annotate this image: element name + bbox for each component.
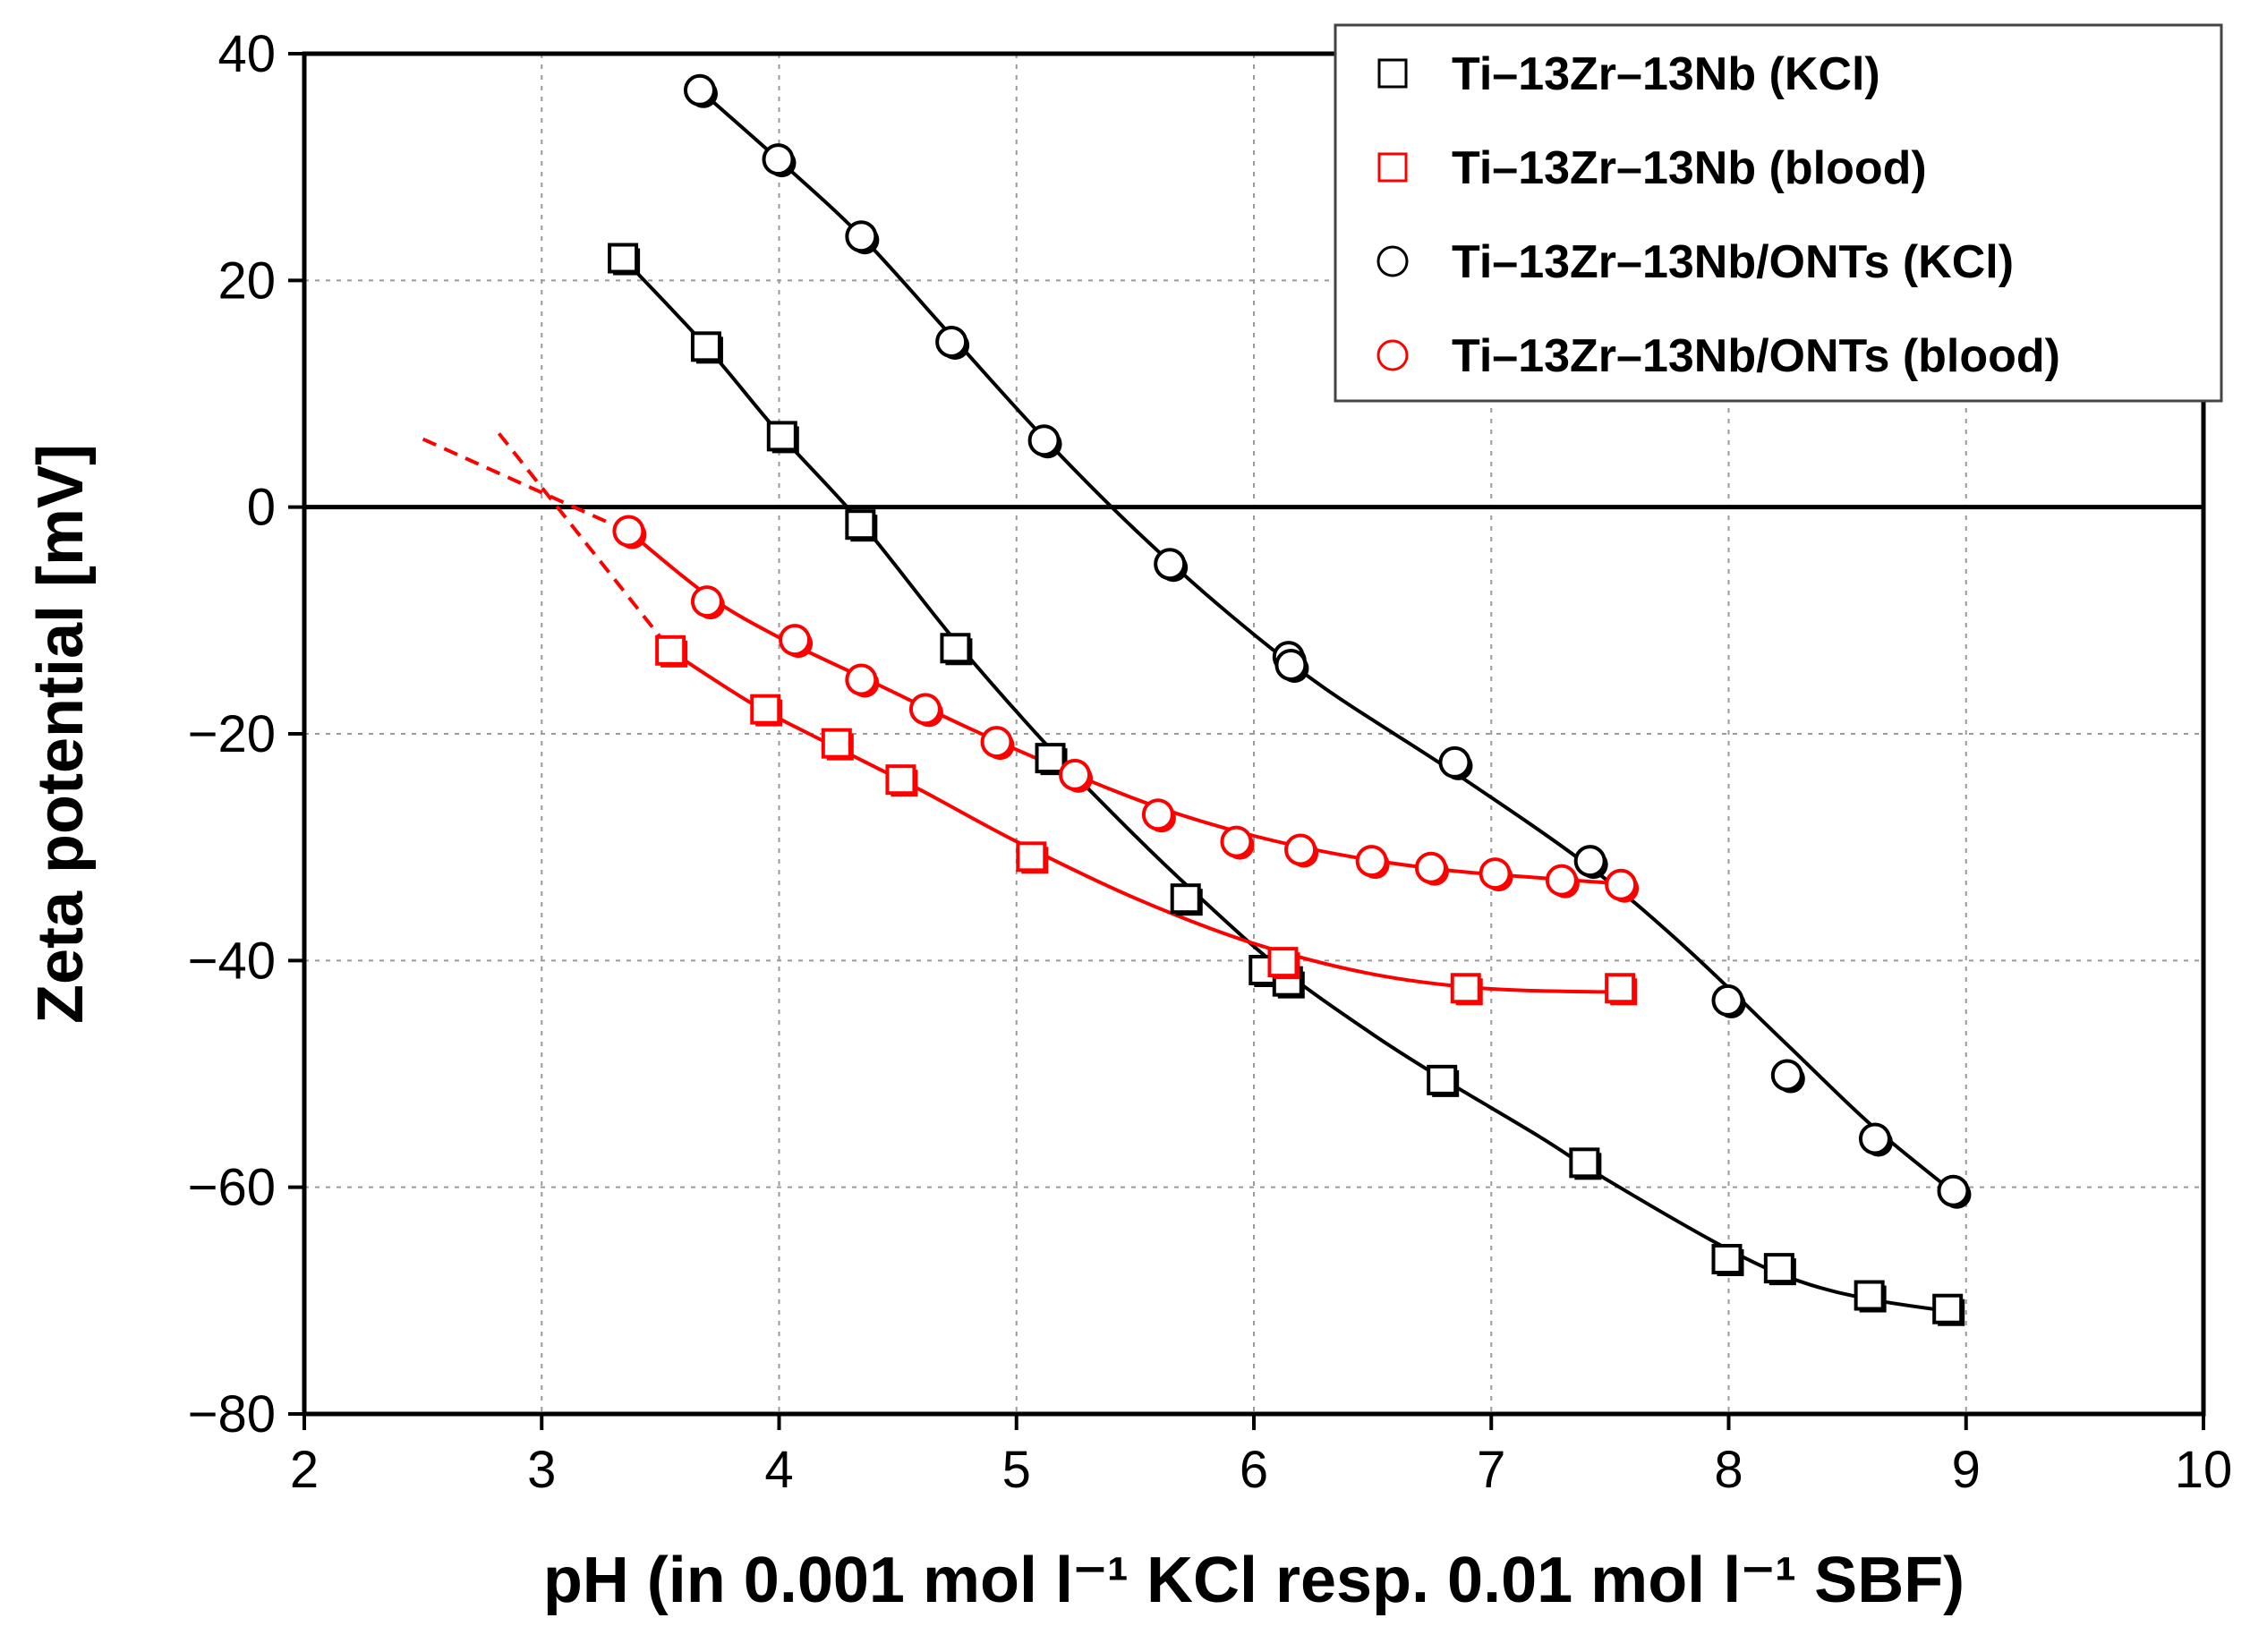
x-tick-label: 9 bbox=[1952, 1441, 1981, 1499]
square-marker bbox=[1569, 1147, 1600, 1179]
circle-marker bbox=[1573, 845, 1607, 878]
extrapolation-line-ti-13zr-13nb-blood bbox=[497, 432, 674, 654]
y-tick-label: −20 bbox=[188, 705, 276, 763]
y-tick-label: 20 bbox=[217, 251, 276, 310]
data-markers bbox=[608, 73, 1972, 1326]
y-tick-label: 40 bbox=[217, 25, 276, 83]
circle-marker bbox=[908, 693, 942, 726]
circle-marker bbox=[1284, 833, 1317, 866]
x-tick-label: 4 bbox=[764, 1441, 793, 1499]
y-tick-label: −60 bbox=[188, 1159, 276, 1217]
legend-square-marker bbox=[1377, 152, 1408, 183]
square-marker bbox=[690, 331, 721, 362]
square-marker bbox=[1605, 973, 1636, 1004]
circle-marker bbox=[1414, 851, 1447, 884]
circle-marker bbox=[779, 624, 812, 657]
square-marker bbox=[845, 509, 876, 541]
legend-box bbox=[1334, 23, 2223, 403]
legend-circle-marker bbox=[1376, 245, 1409, 277]
square-marker bbox=[821, 728, 852, 759]
circle-marker bbox=[612, 515, 645, 548]
circle-marker bbox=[1355, 845, 1388, 878]
circle-marker bbox=[762, 143, 795, 176]
circle-marker bbox=[1545, 864, 1578, 897]
legend-label: Ti–13Zr–13Nb (blood) bbox=[1452, 142, 1927, 194]
square-marker bbox=[1711, 1244, 1743, 1274]
circle-marker bbox=[1479, 857, 1512, 890]
x-tick-label: 5 bbox=[1002, 1441, 1031, 1499]
circle-marker bbox=[1937, 1174, 1970, 1207]
square-marker bbox=[655, 634, 686, 666]
legend-label: Ti–13Zr–13Nb/ONTs (blood) bbox=[1452, 330, 2060, 382]
square-marker bbox=[1016, 841, 1047, 873]
circle-marker bbox=[1605, 868, 1638, 901]
circle-marker bbox=[1220, 825, 1253, 858]
square-marker bbox=[750, 694, 781, 725]
circle-marker bbox=[1027, 424, 1061, 457]
circle-marker bbox=[683, 73, 716, 106]
y-axis-title: Zeta potential [mV] bbox=[25, 444, 97, 1024]
x-tick-label: 8 bbox=[1714, 1441, 1743, 1499]
x-tick-label: 10 bbox=[2175, 1441, 2233, 1499]
circle-marker bbox=[1711, 984, 1744, 1017]
square-marker bbox=[1450, 973, 1481, 1004]
circle-marker bbox=[690, 585, 723, 618]
circle-marker bbox=[845, 220, 878, 253]
legend: Ti–13Zr–13Nb (KCl) Ti–13Zr–13Nb (blood) Ti… bbox=[1334, 23, 2223, 403]
square-marker bbox=[1267, 947, 1299, 978]
legend-label: Ti–13Zr–13Nb/ONTs (KCl) bbox=[1452, 236, 2014, 288]
fit-curve-ti-13zr-13nb-onts-blood bbox=[628, 530, 1634, 887]
circle-marker bbox=[1858, 1122, 1891, 1155]
extrapolation-line-ti-13zr-13nb-onts-blood bbox=[422, 437, 631, 534]
square-marker bbox=[1170, 883, 1201, 915]
legend-label: Ti–13Zr–13Nb (KCl) bbox=[1452, 48, 1880, 100]
circle-marker bbox=[1770, 1059, 1803, 1092]
square-marker bbox=[1932, 1293, 1964, 1324]
square-marker bbox=[1763, 1253, 1794, 1284]
square-marker bbox=[608, 243, 639, 274]
square-marker bbox=[1427, 1064, 1458, 1095]
circle-marker bbox=[980, 726, 1013, 759]
circle-marker bbox=[935, 326, 968, 358]
y-tick-label: 0 bbox=[247, 479, 276, 537]
square-marker bbox=[766, 421, 797, 452]
square-marker bbox=[1854, 1280, 1885, 1311]
square-marker bbox=[940, 633, 971, 664]
y-tick-label: −80 bbox=[188, 1385, 276, 1443]
axis-ticks: 2 3 4 5 6 7 8 9 10 40 20 0 −20 −40 −60 −80 bbox=[188, 25, 2233, 1499]
x-tick-label: 3 bbox=[527, 1441, 556, 1499]
square-marker bbox=[1035, 743, 1066, 774]
x-tick-label: 2 bbox=[290, 1441, 319, 1499]
x-axis-title: pH (in 0.001 mol l⁻¹ KCl resp. 0.01 mol … bbox=[543, 1545, 1964, 1616]
x-tick-label: 7 bbox=[1477, 1441, 1505, 1499]
circle-marker bbox=[845, 663, 878, 696]
circle-marker bbox=[1059, 758, 1092, 791]
x-tick-label: 6 bbox=[1240, 1441, 1268, 1499]
fit-curve-ti-13zr-13nb-kcl bbox=[623, 259, 1955, 1314]
y-tick-label: −40 bbox=[188, 932, 276, 990]
legend-square-marker bbox=[1377, 58, 1408, 89]
circle-marker bbox=[1274, 649, 1308, 681]
square-marker bbox=[885, 764, 916, 796]
legend-circle-marker bbox=[1376, 339, 1409, 371]
circle-marker bbox=[1154, 548, 1187, 581]
circle-marker bbox=[1141, 798, 1174, 831]
fit-curve-ti-13zr-13nb-blood bbox=[671, 651, 1634, 994]
circle-marker bbox=[1438, 745, 1471, 779]
